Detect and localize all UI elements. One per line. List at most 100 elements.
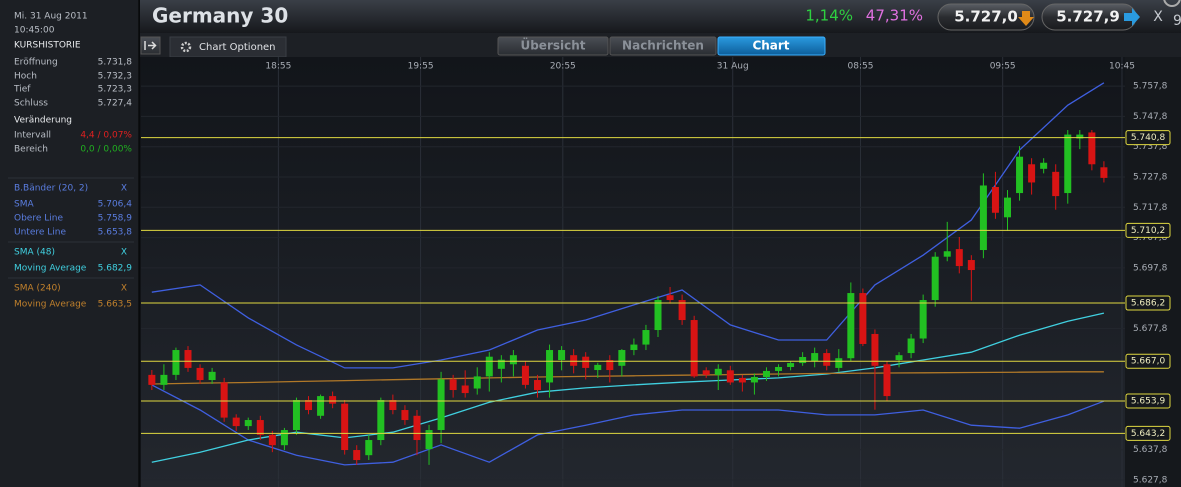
candle-body (1052, 171, 1060, 197)
candle-body (895, 355, 903, 361)
y-tick-label: 5.637,8 (1133, 445, 1168, 455)
candle-body (558, 350, 566, 361)
indicator-line (151, 384, 1105, 466)
candle-body (678, 300, 686, 321)
y-tick-label: 5.737,8 (1133, 142, 1168, 152)
label: Moving Average (14, 264, 87, 274)
candle-body (268, 434, 276, 446)
value: 5.682,9 (98, 264, 133, 274)
candle-body (533, 380, 541, 391)
remove-button[interactable]: X (121, 248, 127, 258)
candle-body (256, 420, 264, 435)
candle-body (871, 333, 879, 366)
label: Moving Average (14, 300, 87, 310)
candle-body (160, 374, 168, 385)
level-label: 5.643,2 (1131, 429, 1165, 439)
candle-body (353, 450, 361, 461)
candle-body (762, 370, 770, 377)
close-button[interactable]: X (1153, 9, 1163, 25)
candle-body (1064, 134, 1072, 194)
candle-body (955, 249, 963, 267)
candle-body (859, 293, 867, 344)
sell-price[interactable]: 5.727,0 (954, 8, 1018, 26)
candle-body (750, 377, 758, 383)
y-tick-label: 5.747,8 (1133, 112, 1168, 122)
label: Tief (13, 85, 31, 95)
candle-body (244, 420, 252, 427)
x-tick-label: 20:55 (550, 62, 576, 72)
value: 5.732,3 (98, 72, 132, 82)
candle-body (883, 364, 891, 397)
y-tick-label: 5.697,8 (1133, 263, 1168, 273)
candle-body (172, 350, 180, 375)
level-box (1125, 393, 1171, 409)
edge-control (1163, 0, 1181, 7)
candle-body (389, 400, 397, 411)
tab[interactable] (609, 36, 717, 56)
candle-body (799, 357, 807, 364)
candle-body (642, 330, 650, 345)
candle-body (509, 355, 517, 365)
y-tick-label: 5.717,8 (1133, 203, 1168, 213)
label: Obere Line (14, 214, 63, 224)
candle-body (582, 356, 590, 368)
remove-button[interactable]: X (121, 284, 127, 294)
level-box (1125, 130, 1171, 146)
sidebar (0, 0, 139, 487)
options-label[interactable]: Chart Optionen (199, 42, 276, 53)
candle-body (618, 350, 626, 366)
change-percent: 1,14% (805, 7, 853, 25)
indicator-line (151, 82, 1105, 369)
value: 0,0 / 0,00% (80, 145, 132, 155)
candle-body (377, 400, 385, 441)
candle-body (220, 382, 228, 418)
value: 5.758,9 (98, 214, 133, 224)
tab[interactable] (497, 36, 609, 56)
candle-body (787, 363, 795, 367)
candle-body (473, 376, 481, 389)
candle-body (907, 338, 915, 354)
candle-body (305, 400, 313, 411)
candle-body (461, 385, 469, 394)
tab-label[interactable]: Chart (752, 39, 789, 53)
tab-label[interactable]: Nachrichten (622, 39, 704, 53)
clipped-text: 9 (1173, 13, 1181, 29)
candle-body (919, 300, 927, 339)
collapse-icon (144, 41, 157, 50)
label: Untere Line (14, 228, 66, 238)
level-box (1125, 222, 1171, 238)
label: SMA (14, 200, 34, 210)
candle-body (847, 293, 855, 359)
indicator-line (151, 371, 1104, 385)
candle-body (1016, 156, 1024, 194)
candle-body (546, 350, 554, 383)
up-arrow (1124, 8, 1140, 26)
price-axis (1125, 57, 1181, 487)
candle-body (401, 410, 409, 421)
tab-label[interactable]: Übersicht (520, 38, 585, 53)
candle-body (208, 371, 216, 381)
y-tick-label: 5.707,8 (1133, 233, 1168, 243)
candle-body (835, 358, 843, 368)
candle-body (570, 355, 578, 366)
candle-body (196, 367, 204, 381)
indicator-title: SMA (240) (14, 284, 61, 294)
x-tick-label: 19:55 (408, 62, 434, 72)
level-box (1125, 353, 1171, 369)
down-arrow (1018, 11, 1034, 26)
candle-body (148, 374, 156, 385)
candle-body (690, 320, 698, 377)
buy-price[interactable]: 5.727,9 (1056, 8, 1120, 26)
candle-body (726, 370, 734, 383)
candle-body (292, 400, 300, 431)
candle-body (341, 403, 349, 451)
tab-active[interactable] (717, 36, 826, 56)
x-tick-label: 31 Aug (717, 62, 749, 72)
x-tick-label: 08:55 (848, 62, 874, 72)
candle-body (931, 256, 939, 301)
candle-body (991, 187, 999, 213)
value: 5.727,4 (98, 99, 133, 109)
level-label: 5.667,0 (1131, 357, 1166, 367)
label: Eröffnung (14, 58, 58, 68)
remove-button[interactable]: X (121, 184, 127, 194)
